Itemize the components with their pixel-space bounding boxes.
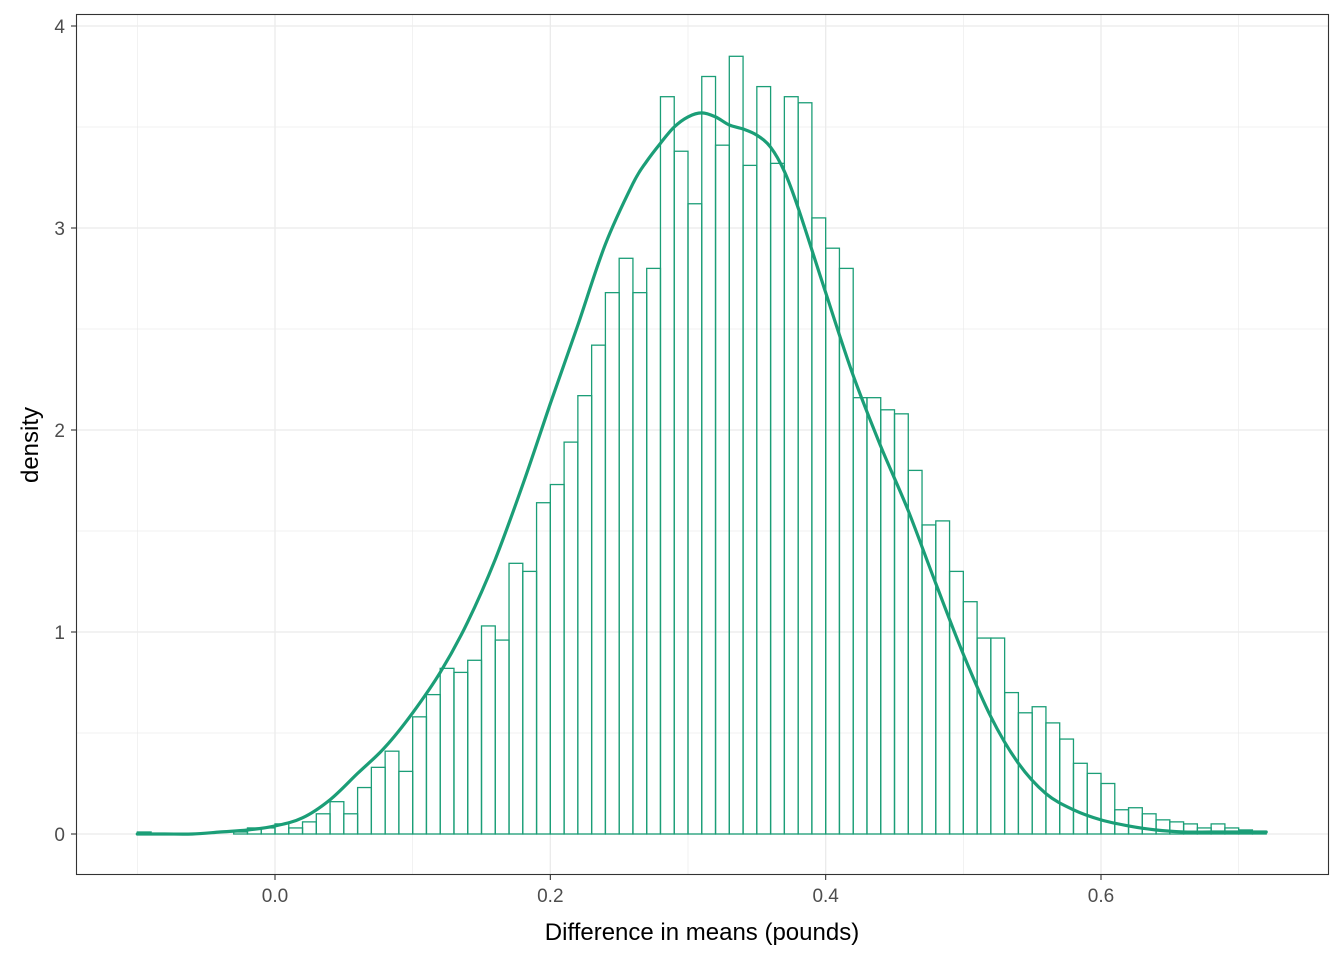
histogram-bar <box>1031 706 1047 835</box>
y-axis-title: density <box>17 407 44 483</box>
x-axis: 0.0 0.2 0.4 0.6 <box>262 874 1114 907</box>
histogram-bar <box>1100 782 1116 835</box>
panel-border <box>75 13 1330 876</box>
histogram-bar <box>728 55 744 835</box>
histogram-bar <box>549 483 565 835</box>
histogram-bar <box>439 667 455 835</box>
grid-lines <box>77 15 1328 874</box>
histogram-bar <box>480 625 496 835</box>
histogram-bar <box>687 203 703 835</box>
histogram-bar <box>425 693 441 835</box>
histogram-bar <box>714 144 730 835</box>
histogram-bar <box>453 671 469 835</box>
x-tick-label: 0.0 <box>262 886 288 907</box>
histogram-bar <box>1003 691 1020 835</box>
histogram-bar <box>935 520 951 835</box>
histogram-bar <box>962 601 978 835</box>
histogram-bar <box>852 397 868 835</box>
histogram-bar <box>535 502 551 835</box>
y-tick-label: 1 <box>54 623 65 644</box>
histogram-bar <box>893 413 909 835</box>
x-tick-label: 0.6 <box>1088 886 1114 907</box>
histogram-bar <box>343 813 359 835</box>
y-tick-label: 2 <box>54 421 65 442</box>
histogram-bar <box>288 827 304 835</box>
histogram-bar <box>783 96 799 835</box>
histogram-bar <box>659 96 675 835</box>
histogram-bar <box>701 75 717 835</box>
histogram-bar <box>398 770 414 835</box>
y-tick-label: 3 <box>54 219 65 240</box>
histogram-bar <box>825 247 841 835</box>
x-axis-title: Difference in means (pounds) <box>545 919 859 946</box>
histogram-bar <box>811 217 827 835</box>
histogram-bar <box>673 150 689 835</box>
x-tick-label: 0.4 <box>812 886 839 907</box>
histogram-bar <box>976 637 992 835</box>
histogram-bar <box>1086 772 1102 835</box>
histogram-bar <box>590 344 607 835</box>
histogram-bar <box>742 164 758 835</box>
histogram-bar <box>769 162 786 835</box>
histogram-bar <box>756 85 772 835</box>
histogram-bar <box>508 562 524 835</box>
y-tick-label: 4 <box>54 17 65 38</box>
histogram-bar <box>632 291 648 835</box>
histogram-bars <box>136 55 1267 835</box>
histogram-bar <box>948 570 964 835</box>
histogram-bar <box>467 659 483 835</box>
histogram-bar <box>522 570 538 835</box>
histogram-bar <box>1127 807 1143 835</box>
histogram-bar <box>494 639 510 835</box>
density-curve <box>135 111 1268 836</box>
histogram-bar <box>1114 809 1130 835</box>
y-axis: 0 1 2 3 4 <box>54 17 77 846</box>
histogram-bar <box>356 786 373 835</box>
histogram-bar <box>618 257 634 835</box>
histogram-bar <box>370 766 386 835</box>
histogram-bar <box>577 395 593 835</box>
histogram-bar <box>1045 722 1061 835</box>
histogram-bar <box>604 291 620 835</box>
histogram-bar <box>866 397 882 835</box>
histogram-bar <box>921 524 937 835</box>
histogram-bar <box>646 267 662 835</box>
histogram-bar <box>315 813 331 835</box>
histogram-bar <box>563 441 579 835</box>
histogram-bar <box>384 750 400 835</box>
y-tick-label: 0 <box>54 825 65 846</box>
histogram-bar <box>301 821 317 835</box>
histogram-bar <box>1072 762 1088 835</box>
x-tick-label: 0.2 <box>537 886 563 907</box>
histogram-bar <box>1059 738 1075 835</box>
histogram-bar <box>412 716 428 835</box>
histogram-bar <box>329 801 345 835</box>
